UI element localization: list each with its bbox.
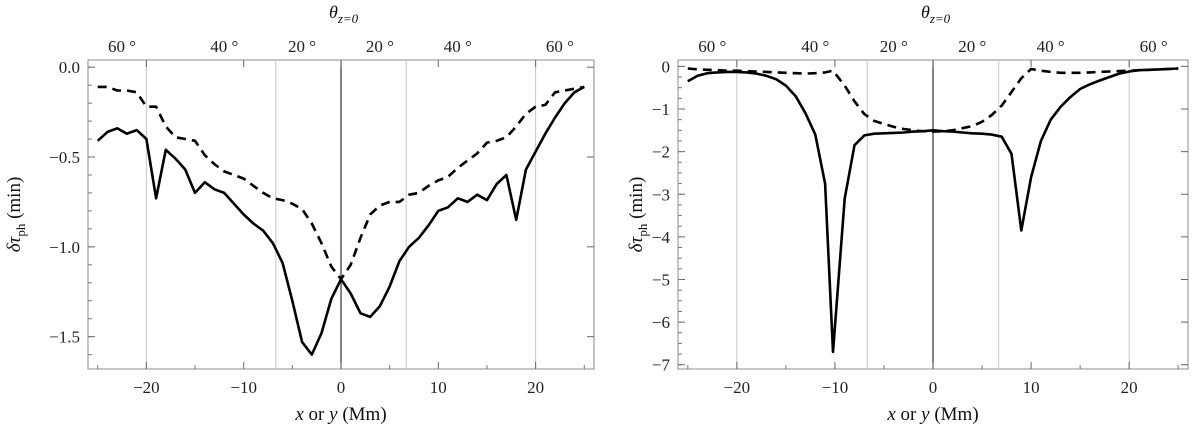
y-tick-label: −4 (652, 228, 671, 247)
x-tick-label: −10 (822, 378, 849, 397)
x-axis-label-var2: y (919, 404, 930, 425)
series-dashed-line (97, 85, 585, 281)
x-tick-label: 0 (929, 378, 938, 397)
x-axis-label-var1: x (886, 404, 896, 425)
y-tick-label: −1.5 (49, 328, 80, 347)
top-axis-title-symbol: θ (329, 2, 338, 22)
y-axis-label: δτph (min) (4, 177, 28, 253)
x-tick-label: 20 (527, 378, 544, 397)
x-axis-label-or: or (896, 404, 921, 425)
x-axis-label-unit: (Mm) (930, 404, 979, 425)
top-axis-title: θz=0 (329, 2, 359, 26)
top-angle-label: 60 ° (546, 37, 574, 56)
y-tick-label: −1 (652, 100, 670, 119)
y-tick-label: −3 (652, 185, 670, 204)
x-axis-label-unit: (Mm) (338, 404, 387, 425)
y-tick-label: 0 (662, 57, 671, 76)
top-angle-label: 20 ° (958, 37, 986, 56)
top-axis-title-subscript: z=0 (929, 11, 951, 26)
x-tick-label: −20 (133, 378, 160, 397)
top-angle-label: 20 ° (366, 37, 394, 56)
chart-right: −20 −10 0 10 20 0 −1 −2 −3 −4 −5 −6 −7 60 ° 40 ° 20 ° 20… (626, 2, 1189, 425)
x-tick-label: 0 (337, 378, 346, 397)
top-axis-title-symbol: θ (921, 2, 930, 22)
y-tick-label: −2 (652, 143, 670, 162)
top-angle-label: 20 ° (288, 37, 316, 56)
top-axis-title: θz=0 (921, 2, 951, 26)
top-angle-label: 40 ° (801, 37, 829, 56)
y-tick-label: −7 (652, 356, 671, 375)
top-angle-label: 60 ° (698, 37, 726, 56)
x-axis-label: x or y (Mm) (886, 404, 978, 425)
y-axis-label-unit: (min) (626, 177, 647, 224)
x-tick-label: 10 (1023, 378, 1040, 397)
top-angle-label: 20 ° (880, 37, 908, 56)
y-axis-label-unit: (min) (4, 177, 25, 224)
x-axis-label-or: or (304, 404, 329, 425)
y-axis-label-symbol: δτ (626, 235, 647, 252)
y-axis-label-subscript: ph (635, 223, 650, 237)
top-angle-label: 40 ° (1037, 37, 1065, 56)
x-axis-label: x or y (Mm) (294, 404, 386, 425)
x-tick-label: −20 (724, 378, 751, 397)
x-tick-label: 10 (430, 378, 447, 397)
y-axis-label: δτph (min) (626, 177, 650, 253)
y-tick-label: −0.5 (49, 148, 80, 167)
y-tick-label: −6 (652, 313, 670, 332)
y-axis-label-subscript: ph (13, 223, 28, 237)
y-tick-label: 0.0 (59, 58, 80, 77)
x-tick-label: 20 (1121, 378, 1138, 397)
y-axis-label-symbol: δτ (4, 235, 25, 252)
chart-left: −20 −10 0 10 20 0.0 −0.5 −1.0 −1.5 60 ° 40 ° 20 ° 20… (4, 2, 595, 425)
x-axis-label-var2: y (327, 404, 338, 425)
top-angle-label: 60 ° (1140, 37, 1168, 56)
top-angle-label: 40 ° (444, 37, 472, 56)
x-axis-label-var1: x (294, 404, 304, 425)
x-tick-label: −10 (230, 378, 257, 397)
series-dashed-line (687, 67, 1179, 133)
y-tick-label: −5 (652, 270, 670, 289)
top-angle-label: 40 ° (210, 37, 238, 56)
top-angle-label: 60 ° (108, 37, 136, 56)
y-tick-label: −1.0 (49, 238, 80, 257)
top-axis-title-subscript: z=0 (337, 11, 359, 26)
